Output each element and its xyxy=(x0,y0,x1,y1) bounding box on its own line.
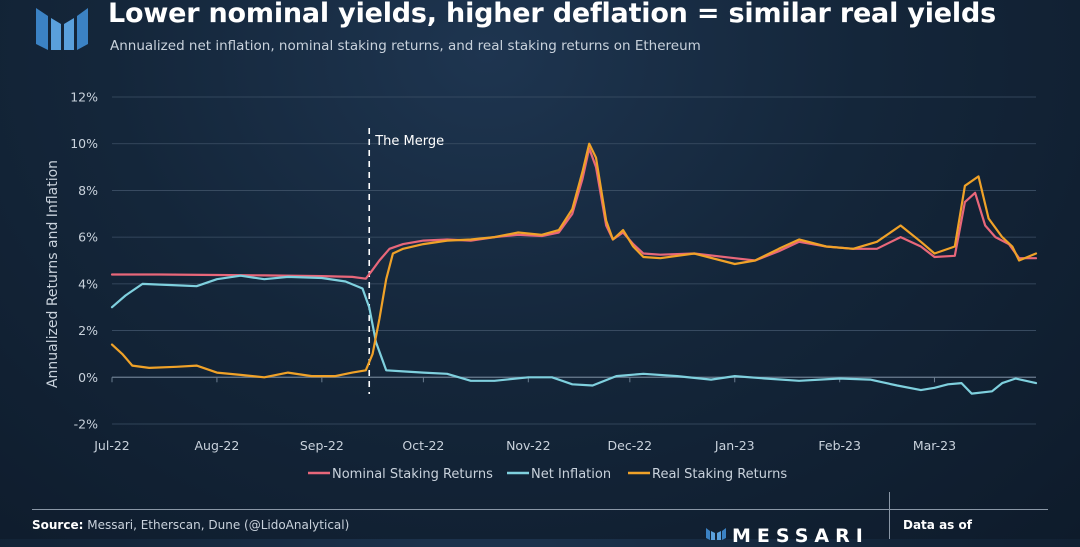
messari-logo-icon xyxy=(36,8,88,50)
series-line-inflation xyxy=(110,274,1038,395)
series-lines xyxy=(110,142,1038,395)
y-tick-label: 0% xyxy=(78,370,98,385)
source-text: Messari, Etherscan, Dune (@LidoAnalytica… xyxy=(87,518,350,532)
legend-label: Net Inflation xyxy=(531,467,611,482)
x-tick-label: Nov-22 xyxy=(506,438,550,453)
x-axis-ticks: Jul-22 Aug-22 Sep-22 Oct-22 Nov-22 Dec-22 Jan-… xyxy=(93,438,956,453)
x-tick-label: Jan-23 xyxy=(714,438,755,453)
x-tick-label: Aug-22 xyxy=(195,438,240,453)
y-tick-label: 12% xyxy=(70,90,98,105)
chart-subtitle: Annualized net inflation, nominal stakin… xyxy=(110,38,701,54)
x-tick-label: Feb-23 xyxy=(818,438,861,453)
y-axis-label: Annualized Returns and Inflation xyxy=(45,160,61,388)
x-tick-label: Dec-22 xyxy=(608,438,653,453)
y-tick-label: 4% xyxy=(78,276,98,291)
data-as-of: Data as of xyxy=(903,518,972,532)
brand-mark-icon xyxy=(706,528,726,540)
x-tick-label: Sep-22 xyxy=(300,438,344,453)
source-label: Source: xyxy=(32,518,84,532)
chart-title: Lower nominal yields, higher deflation =… xyxy=(108,0,996,29)
x-tick-label: Mar-23 xyxy=(913,438,956,453)
y-tick-label: 2% xyxy=(78,323,98,338)
x-tick-label: Oct-22 xyxy=(402,438,444,453)
series-line-nominal xyxy=(110,147,1038,280)
y-tick-label: -2% xyxy=(74,417,98,432)
y-tick-label: 6% xyxy=(78,230,98,245)
legend-label: Real Staking Returns xyxy=(652,467,787,482)
footer-divider xyxy=(32,509,1048,510)
x-tick-label: Jul-22 xyxy=(93,438,130,453)
series-line-real xyxy=(110,142,1038,379)
footer-vertical-divider xyxy=(889,492,890,539)
brand-wordmark: MESSARI xyxy=(732,525,869,547)
legend-label: Nominal Staking Returns xyxy=(332,467,493,482)
source-note: Source: Messari, Etherscan, Dune (@LidoA… xyxy=(32,518,349,532)
y-axis-ticks: -2% 0% 2% 4% 6% 8% 10% 12% xyxy=(70,90,98,432)
merge-annotation: The Merge xyxy=(374,134,444,149)
legend: Nominal Staking Returns Net Inflation Real… xyxy=(308,467,787,482)
y-tick-label: 8% xyxy=(78,183,98,198)
y-tick-label: 10% xyxy=(70,136,98,151)
